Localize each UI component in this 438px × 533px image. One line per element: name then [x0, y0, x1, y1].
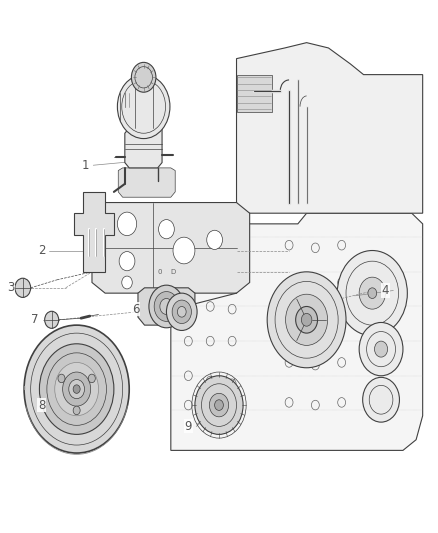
Circle shape — [215, 400, 223, 410]
Circle shape — [149, 285, 184, 328]
Text: 4: 4 — [381, 284, 389, 297]
Text: 6: 6 — [132, 303, 140, 316]
Polygon shape — [171, 213, 423, 450]
Circle shape — [359, 322, 403, 376]
Circle shape — [172, 300, 191, 324]
Polygon shape — [92, 203, 250, 293]
Text: 3: 3 — [7, 281, 14, 294]
Circle shape — [177, 306, 186, 317]
Circle shape — [55, 362, 99, 416]
Circle shape — [160, 298, 173, 314]
Text: 9: 9 — [184, 420, 192, 433]
Circle shape — [209, 393, 229, 417]
Circle shape — [122, 276, 132, 289]
Circle shape — [58, 374, 65, 383]
Circle shape — [73, 406, 80, 415]
Circle shape — [363, 377, 399, 422]
Circle shape — [368, 288, 377, 298]
Circle shape — [24, 325, 129, 453]
Circle shape — [154, 292, 179, 321]
Polygon shape — [118, 168, 175, 197]
Circle shape — [267, 272, 346, 368]
Text: 7: 7 — [31, 313, 39, 326]
Circle shape — [159, 220, 174, 239]
Circle shape — [117, 212, 137, 236]
Circle shape — [301, 313, 312, 326]
Polygon shape — [138, 288, 195, 325]
Circle shape — [45, 311, 59, 328]
Circle shape — [69, 379, 85, 399]
Circle shape — [374, 341, 388, 357]
Circle shape — [337, 251, 407, 336]
Circle shape — [359, 277, 385, 309]
Circle shape — [166, 293, 197, 330]
Circle shape — [39, 344, 114, 434]
Polygon shape — [74, 192, 114, 272]
Circle shape — [73, 385, 80, 393]
Text: D: D — [170, 269, 176, 275]
Circle shape — [207, 230, 223, 249]
Circle shape — [296, 306, 318, 333]
Circle shape — [173, 237, 195, 264]
Circle shape — [286, 294, 328, 345]
Polygon shape — [237, 75, 272, 112]
Circle shape — [195, 376, 243, 434]
Text: 1: 1 — [81, 159, 89, 172]
Circle shape — [117, 75, 170, 139]
Circle shape — [15, 278, 31, 297]
Text: 8: 8 — [38, 399, 45, 411]
Circle shape — [88, 374, 95, 383]
Polygon shape — [237, 43, 423, 213]
Text: 0: 0 — [158, 269, 162, 275]
Text: 2: 2 — [38, 244, 46, 257]
Circle shape — [63, 372, 91, 406]
Circle shape — [119, 252, 135, 271]
Polygon shape — [125, 128, 162, 168]
Circle shape — [131, 62, 156, 92]
